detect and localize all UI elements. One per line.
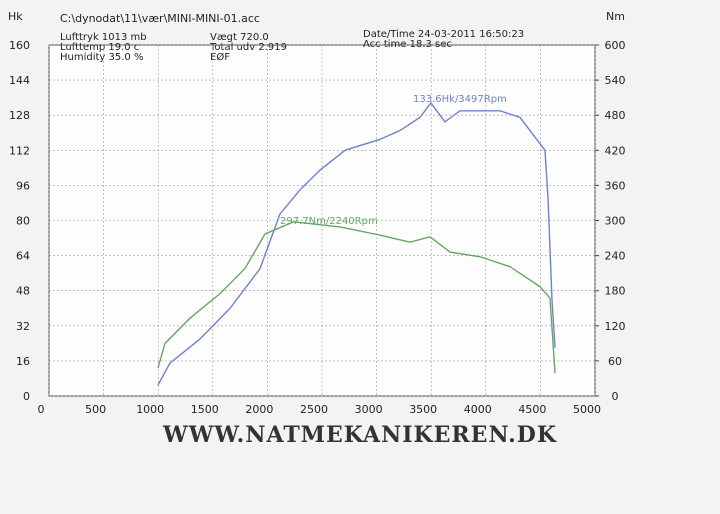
file-path: C:\dynodat\11\vær\MINI-MINI-01.acc (60, 12, 260, 25)
y2-tick-label: 240 (605, 250, 626, 263)
y2-tick-label: 0 (612, 390, 619, 403)
x-tick-label: 4000 (464, 403, 492, 416)
info-text: Acc time 18.3 sec (363, 39, 452, 50)
y-tick-label: 160 (9, 39, 30, 52)
annotation: 133.6Hk/3497Rpm (413, 94, 507, 105)
info-text: Vægt 720.0 (210, 32, 269, 43)
y-tick-label: 96 (16, 179, 30, 192)
y2-tick-label: 120 (605, 320, 626, 333)
y2-tick-label: 420 (605, 144, 626, 157)
x-tick-label: 5000 (573, 403, 601, 416)
y-tick-label: 144 (9, 74, 30, 87)
x-tick-label: 500 (85, 403, 106, 416)
footer: WWW.NATMEKANIKEREN.DK (162, 422, 557, 448)
y2-tick-label: 360 (605, 179, 626, 192)
info-text: Total udv 2.919 (209, 42, 287, 53)
x-tick-label: 3500 (409, 403, 437, 416)
x-tick-label: 2500 (300, 403, 328, 416)
info-text: Humidity 35.0 % (60, 52, 143, 63)
y2-axis-label: Nm (606, 10, 625, 23)
info-text: EØF (210, 51, 230, 63)
y-tick-label: 32 (16, 320, 30, 333)
x-tick-label: 2000 (245, 403, 273, 416)
y-axis-label: Hk (8, 10, 23, 23)
y-tick-label: 128 (9, 109, 30, 122)
y2-tick-label: 600 (605, 39, 626, 52)
line-series (157, 101, 556, 386)
info-text: Lufttryk 1013 mb (60, 32, 147, 43)
x-tick-label: 3000 (355, 403, 383, 416)
y2-tick-label: 300 (605, 215, 626, 228)
y-tick-label: 0 (23, 390, 30, 403)
line-series (157, 221, 556, 374)
y2-tick-label: 180 (605, 285, 626, 298)
x-tick-label: 1500 (191, 403, 219, 416)
y2-tick-label: 480 (605, 109, 626, 122)
y2-tick-label: 540 (605, 74, 626, 87)
x-tick-label: 4500 (518, 403, 546, 416)
y-tick-label: 64 (16, 250, 30, 263)
annotation: 297.7Nm/2240Rpm (280, 216, 378, 227)
y-tick-label: 16 (16, 355, 30, 368)
y-tick-label: 48 (16, 285, 30, 298)
info-text: Lufttemp 19.0 c (60, 42, 139, 53)
info-text: Date/Time 24-03-2011 16:50:23 (363, 29, 524, 40)
x-tick-label: 0 (38, 403, 45, 416)
y-tick-label: 80 (16, 215, 30, 228)
y2-tick-label: 60 (608, 355, 622, 368)
y-tick-label: 112 (9, 144, 30, 157)
x-tick-label: 1000 (136, 403, 164, 416)
